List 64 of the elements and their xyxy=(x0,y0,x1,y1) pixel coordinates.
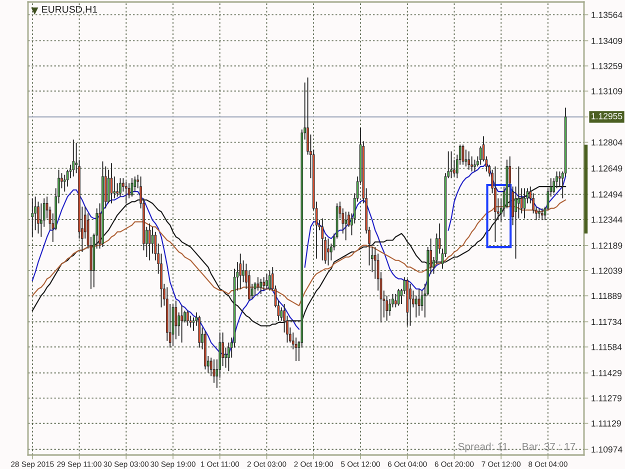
candlestick xyxy=(63,174,66,192)
candlestick xyxy=(72,139,75,177)
candlestick xyxy=(134,176,136,192)
y-tick-label: 1.13109 xyxy=(592,88,622,94)
y-tick-label: 1.12804 xyxy=(592,139,622,146)
candlestick xyxy=(344,211,347,241)
y-tick-label: 1.11129 xyxy=(592,420,621,427)
candlestick xyxy=(540,208,544,221)
candlestick xyxy=(192,316,195,332)
candlestick xyxy=(186,310,189,326)
candlestick xyxy=(116,182,119,198)
candlestick xyxy=(113,176,116,199)
candlestick xyxy=(464,149,468,167)
y-tick-label: 1.13564 xyxy=(592,12,622,18)
candlestick xyxy=(148,222,151,261)
candlestick xyxy=(119,178,122,198)
candlestick xyxy=(256,276,260,292)
ref-line-label: 1.12955 xyxy=(592,113,622,120)
y-tick-label: 1.13259 xyxy=(592,62,622,70)
y-tick-label: 1.11734 xyxy=(592,318,622,326)
candlestick xyxy=(268,270,271,292)
candlestick xyxy=(474,159,476,172)
candlestick xyxy=(479,146,482,166)
y-tick-label: 1.11584 xyxy=(592,344,622,350)
y-tick-label: 1.11279 xyxy=(592,395,622,402)
y-tick-label: 1.11889 xyxy=(592,292,622,300)
candlestick xyxy=(470,156,473,172)
chart-title: EURUSD,H1 xyxy=(42,6,98,14)
annotation: Spread: 11 xyxy=(458,442,508,452)
y-tick-label: 1.10974 xyxy=(592,446,622,453)
candlestick xyxy=(450,150,452,179)
y-tick-label: 1.12039 xyxy=(592,268,622,274)
candlestick xyxy=(518,166,520,219)
candlestick xyxy=(388,298,391,316)
y-tick-label: 1.12494 xyxy=(592,191,622,198)
y-tick-label: 1.12649 xyxy=(592,165,622,172)
candlestick xyxy=(222,332,224,367)
candlestick xyxy=(266,273,268,290)
candlestick xyxy=(31,198,34,238)
candlestick xyxy=(327,238,330,266)
candlestick xyxy=(538,208,540,219)
candlestick xyxy=(212,358,216,384)
y-tick-label: 1.12344 xyxy=(592,216,622,223)
candlestick xyxy=(40,202,42,238)
candlestick xyxy=(180,305,183,344)
candlestick xyxy=(397,288,400,306)
candlestick xyxy=(242,260,244,283)
annotation: Bar: 37 : 17 xyxy=(522,442,576,450)
y-tick-label: 1.12189 xyxy=(592,242,622,249)
candlestick xyxy=(558,170,561,188)
candlestick xyxy=(414,295,418,318)
candlestick xyxy=(239,253,242,290)
candlestick xyxy=(260,278,262,294)
candlestick xyxy=(494,166,496,242)
candlestick xyxy=(174,300,178,340)
y-tick-label: 1.11429 xyxy=(592,370,622,376)
candlestick xyxy=(468,150,470,170)
candlestick xyxy=(418,288,420,316)
candlestick xyxy=(262,276,265,292)
candlestick xyxy=(321,218,324,261)
y-tick-label: 1.13409 xyxy=(592,38,622,44)
candlestick xyxy=(394,293,397,308)
candlestick xyxy=(124,181,128,204)
candlestick xyxy=(409,283,412,326)
